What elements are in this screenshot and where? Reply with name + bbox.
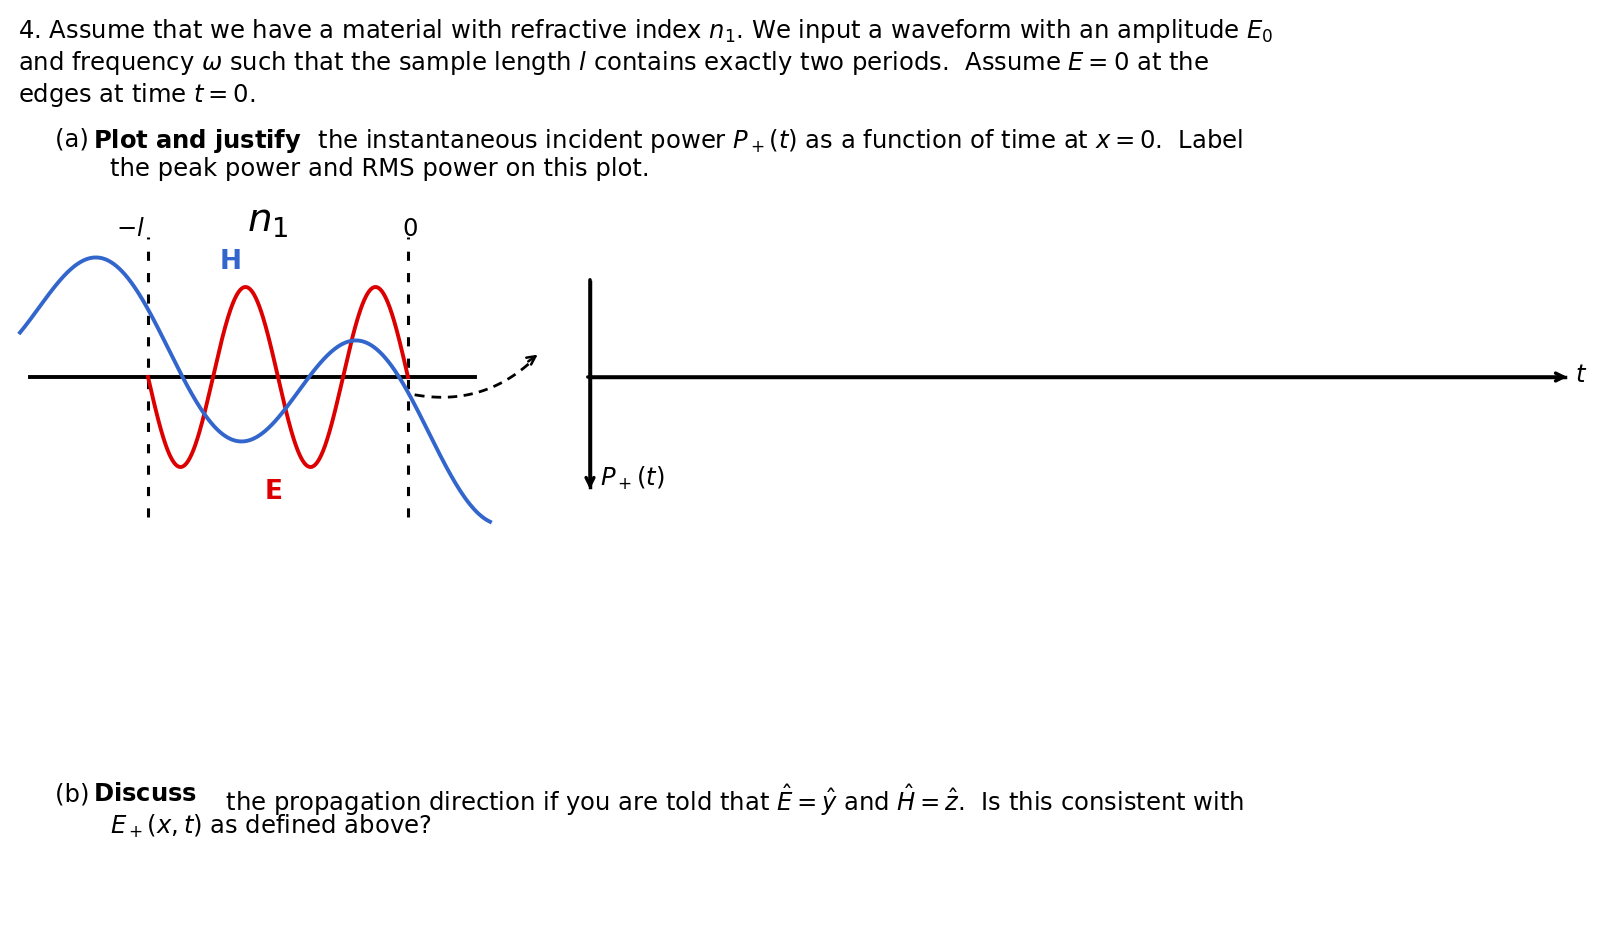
Text: $-l$: $-l$ <box>115 217 144 241</box>
Text: $\mathit{n}_1$: $\mathit{n}_1$ <box>247 202 289 240</box>
Text: (b): (b) <box>55 782 105 806</box>
Text: 4. Assume that we have a material with refractive index $n_1$. We input a wavefo: 4. Assume that we have a material with r… <box>18 17 1273 45</box>
Text: $t$: $t$ <box>1575 363 1588 387</box>
Text: $0$: $0$ <box>403 217 417 241</box>
Text: the peak power and RMS power on this plot.: the peak power and RMS power on this plo… <box>110 157 650 181</box>
Text: and frequency $\omega$ such that the sample length $l$ contains exactly two peri: and frequency $\omega$ such that the sam… <box>18 49 1210 77</box>
Text: $E_+(x,t)$ as defined above?: $E_+(x,t)$ as defined above? <box>110 813 432 840</box>
Text: H: H <box>220 249 243 275</box>
Text: edges at time $t = 0$.: edges at time $t = 0$. <box>18 81 255 109</box>
Text: (a): (a) <box>55 127 105 151</box>
Text: $\mathbf{Plot\ and\ justify}$: $\mathbf{Plot\ and\ justify}$ <box>94 127 302 155</box>
Text: $P_+(t)$: $P_+(t)$ <box>600 465 665 492</box>
Text: the propagation direction if you are told that $\hat{E} = \hat{y}$ and $\hat{H} : the propagation direction if you are tol… <box>218 782 1243 817</box>
Text: E: E <box>265 479 283 505</box>
Text: $\mathbf{Discuss}$: $\mathbf{Discuss}$ <box>94 782 197 806</box>
Text: the instantaneous incident power $P_+(t)$ as a function of time at $x = 0$.  Lab: the instantaneous incident power $P_+(t)… <box>310 127 1243 155</box>
